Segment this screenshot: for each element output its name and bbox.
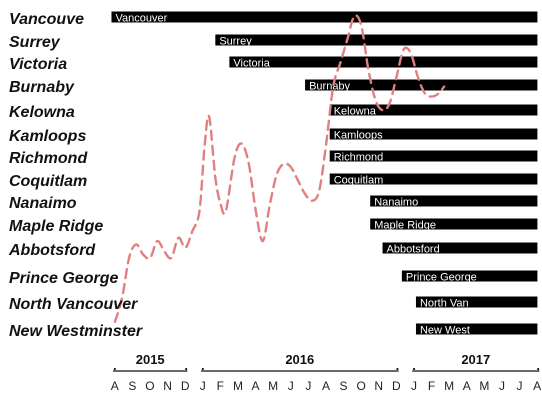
month-label-12: A [322,379,331,393]
bar-label-7: Coquitlam [334,175,384,187]
bar-7 [329,173,538,185]
month-label-0: A [111,379,120,393]
bar-label-11: Prince George [406,272,477,284]
city-label-0: Vancouve [9,11,84,28]
month-label-3: N [163,379,172,393]
year-label-2: 2017 [461,352,490,367]
month-label-9: M [268,379,279,393]
bar-9 [370,218,538,230]
month-label-16: D [392,379,401,393]
bar-1 [215,34,538,46]
month-label-4: D [181,379,190,393]
month-label-23: J [517,379,524,393]
bar-13 [415,323,538,335]
city-label-11: Prince George [9,270,118,287]
month-label-10: J [288,379,295,393]
month-label-2: O [145,379,155,393]
bar-12 [415,296,538,308]
bar-label-12: North Van [420,298,469,310]
bar-label-1: Surrey [219,36,252,48]
month-label-7: M [233,379,244,393]
city-label-8: Nanaimo [9,195,77,212]
city-label-5: Kamloops [9,128,86,145]
city-label-7: Coquitlam [9,173,87,190]
bar-label-6: Richmond [334,152,384,164]
month-label-24: A [533,379,542,393]
bar-4 [329,104,538,116]
city-labels: Vancouve Surrey Victoria Burnaby Kelowna Kaml… [8,11,143,340]
year-dot-right-2: . [536,358,540,373]
month-label-14: O [356,379,366,393]
month-label-1: S [128,379,137,393]
month-label-8: A [252,379,261,393]
bar-label-0: Vancouver [115,13,167,25]
month-label-5: J [200,379,207,393]
month-label-18: F [428,379,436,393]
bar-label-3: Burnaby [309,81,350,93]
bar-label-4: Kelowna [334,106,377,118]
bar-6 [329,150,538,162]
month-label-21: M [479,379,490,393]
city-label-1: Surrey [9,34,61,51]
month-label-15: N [374,379,383,393]
month-label-20: A [463,379,472,393]
year-label-0: 2015 [136,352,165,367]
bar-label-5: Kamloops [334,130,383,142]
month-label-17: J [411,379,418,393]
bar-11 [401,270,538,282]
month-label-13: S [340,379,349,393]
bar-label-2: Victoria [233,58,270,70]
city-label-4: Kelowna [9,104,75,121]
trend-line [113,14,446,323]
city-label-9: Maple Ridge [9,218,103,235]
month-label-22: J [499,379,506,393]
year-dot-left-0: . [113,358,117,373]
city-label-2: Victoria [9,56,67,73]
city-label-6: Richmond [9,150,88,167]
bar-label-9: Maple Ridge [374,220,436,232]
city-label-10: Abbotsford [8,242,96,259]
bar-5 [329,128,538,140]
bar-label-8: Nanaimo [374,197,418,209]
month-label-6: F [217,379,225,393]
year-dot-right-0: . [184,358,188,373]
month-label-11: J [305,379,312,393]
bars-layer: Vancouver Surrey Victoria Burnaby Kelowna Kam… [111,11,538,337]
year-dot-left-2: . [412,358,416,373]
bar-10 [382,242,538,254]
bar-8 [370,195,538,207]
year-label-1: 2016 [285,352,314,367]
trend-layer [113,14,446,323]
month-label-19: M [444,379,455,393]
bar-2 [229,56,538,68]
bar-label-10: Abbotsford [387,244,440,256]
bar-0 [111,11,538,23]
city-label-3: Burnaby [9,79,75,96]
city-label-12: North Vancouver [9,296,138,313]
city-label-13: New Westminster [9,323,143,340]
year-dot-right-1: . [396,358,400,373]
bar-label-13: New West [420,325,470,337]
year-dot-left-1: . [201,358,205,373]
